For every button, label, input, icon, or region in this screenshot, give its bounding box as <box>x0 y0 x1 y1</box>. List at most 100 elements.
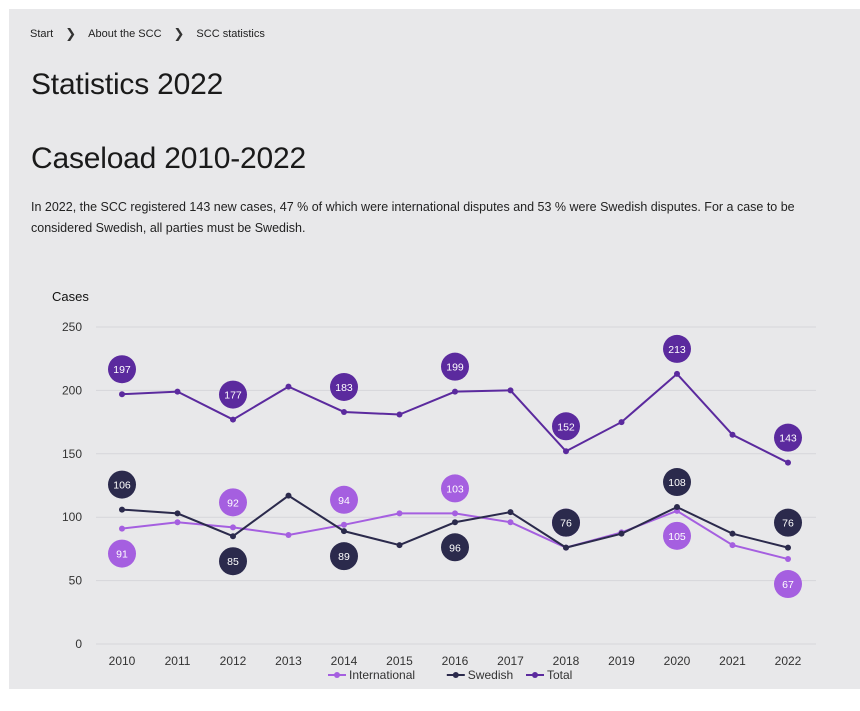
swedish-data-label-bubble <box>552 508 580 537</box>
total-data-label-bubble <box>441 352 469 381</box>
swedish-point <box>785 544 791 551</box>
y-tick-label: 0 <box>75 637 82 651</box>
international-data-label: 91 <box>116 549 128 561</box>
swedish-data-label: 106 <box>113 480 131 492</box>
international-data-label-bubble <box>774 570 802 599</box>
total-point <box>674 370 680 377</box>
total-point <box>785 459 791 466</box>
swedish-data-label: 96 <box>449 542 461 554</box>
swedish-data-label-bubble <box>219 547 247 576</box>
x-tick-label: 2019 <box>608 654 635 668</box>
total-legend-label: Total <box>547 668 572 682</box>
swedish-data-label: 108 <box>668 477 686 489</box>
swedish-point <box>674 504 680 511</box>
intro-paragraph: In 2022, the SCC registered 143 new case… <box>31 200 795 235</box>
swedish-point <box>452 519 458 526</box>
international-point <box>341 521 347 528</box>
swedish-point <box>618 530 625 537</box>
international-data-label: 94 <box>338 495 350 507</box>
total-point <box>563 448 569 455</box>
total-point <box>618 419 625 426</box>
total-data-label-bubble <box>552 412 580 441</box>
breadcrumb-statistics-link[interactable]: SCC statistics <box>196 28 265 40</box>
swedish-point <box>563 544 569 551</box>
international-point <box>785 556 791 563</box>
total-point <box>507 387 514 394</box>
swedish-point <box>230 533 236 540</box>
swedish-point <box>729 530 736 537</box>
total-data-label: 183 <box>335 382 353 394</box>
total-data-label: 197 <box>113 364 131 376</box>
international-data-label-bubble <box>219 488 247 517</box>
international-data-label: 92 <box>227 497 239 509</box>
international-point <box>507 519 514 526</box>
breadcrumb-start-link[interactable]: Start <box>30 28 54 40</box>
x-tick-label: 2020 <box>664 654 691 668</box>
total-point <box>119 391 125 398</box>
swedish-point <box>285 492 292 499</box>
x-tick-label: 2013 <box>275 654 302 668</box>
swedish-point <box>341 528 347 535</box>
x-tick-label: 2011 <box>165 654 191 668</box>
international-point <box>230 524 236 531</box>
total-data-label-bubble <box>663 334 691 363</box>
swedish-point <box>119 506 125 513</box>
international-data-label: 67 <box>782 579 794 591</box>
international-data-label-bubble <box>330 485 358 514</box>
x-tick-label: 2014 <box>331 654 358 668</box>
total-legend-marker <box>532 672 538 678</box>
swedish-data-label: 76 <box>782 518 794 530</box>
swedish-legend-label: Swedish <box>468 668 513 682</box>
y-tick-label: 250 <box>62 320 82 334</box>
international-legend-marker <box>334 672 340 678</box>
y-axis-title: Cases <box>52 289 89 304</box>
total-data-label: 199 <box>446 362 464 374</box>
swedish-data-label-bubble <box>774 508 802 537</box>
total-data-label-bubble <box>330 372 358 401</box>
international-point <box>119 525 125 532</box>
total-point <box>341 408 347 415</box>
total-data-label-bubble <box>774 423 802 452</box>
y-tick-label: 50 <box>69 574 83 588</box>
x-tick-label: 2018 <box>553 654 580 668</box>
swedish-legend-marker <box>452 672 459 678</box>
swedish-data-label-bubble <box>330 542 358 571</box>
swedish-data-label-bubble <box>663 468 691 497</box>
total-point <box>230 416 236 423</box>
swedish-data-label: 89 <box>338 551 350 563</box>
section-title: Caseload 2010-2022 <box>31 142 306 175</box>
swedish-data-label: 76 <box>560 518 572 530</box>
x-tick-label: 2012 <box>220 654 247 668</box>
breadcrumb: Start ❯ About the SCC ❯ SCC statistics <box>30 26 265 42</box>
y-tick-label: 100 <box>62 510 82 524</box>
breadcrumb-about-link[interactable]: About the SCC <box>88 28 162 40</box>
swedish-point <box>507 509 514 516</box>
international-point <box>285 531 292 538</box>
swedish-data-label-bubble <box>108 470 136 499</box>
total-point <box>452 388 458 395</box>
total-data-label: 213 <box>668 344 686 356</box>
x-tick-label: 2015 <box>386 654 413 668</box>
total-point <box>729 431 736 438</box>
international-point <box>729 542 736 549</box>
total-data-label: 177 <box>224 390 242 402</box>
y-tick-label: 200 <box>62 383 82 397</box>
total-point <box>174 388 181 395</box>
swedish-point <box>396 542 403 549</box>
international-data-label-bubble <box>108 539 136 568</box>
content-panel <box>9 9 860 689</box>
chevron-right-icon: ❯ <box>65 26 77 41</box>
international-legend-label: International <box>349 668 415 682</box>
total-data-label-bubble <box>108 355 136 384</box>
international-data-label: 105 <box>668 531 686 543</box>
chevron-right-icon: ❯ <box>173 26 185 41</box>
total-data-label-bubble <box>219 380 247 409</box>
total-point <box>396 411 403 418</box>
x-tick-label: 2022 <box>775 654 802 668</box>
x-tick-label: 2017 <box>497 654 524 668</box>
y-tick-label: 150 <box>62 447 82 461</box>
swedish-data-label-bubble <box>441 533 469 562</box>
international-point <box>174 519 181 526</box>
total-data-label: 152 <box>557 421 575 433</box>
